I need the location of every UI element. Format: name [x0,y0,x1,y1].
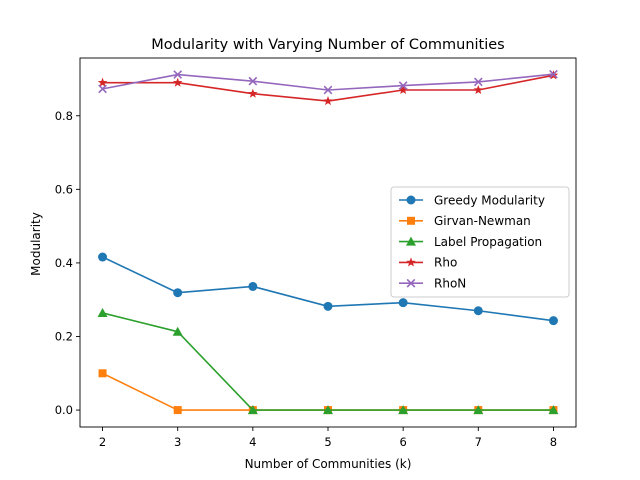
data-point-rho [398,85,408,95]
x-tick-label: 8 [550,435,557,449]
legend-label-label-propagation: Label Propagation [434,235,542,249]
data-point-rhon [98,84,107,94]
data-point-rho [248,88,258,98]
x-tick-label: 4 [249,435,256,449]
series-label-propagation [97,307,559,415]
data-point-girvan-newman [98,369,107,378]
x-axis-label: Number of Communities (k) [245,457,412,471]
data-point-label-propagation [398,405,409,415]
legend-label-rhon: RhoN [434,277,466,291]
data-point-rhon [549,69,558,79]
data-point-label-propagation [473,405,484,415]
legend-marker-girvan-newman [407,216,415,225]
legend-marker-greedy-modularity [406,195,416,205]
series-greedy-modularity [98,252,558,326]
legend-marker-rho [406,257,416,267]
data-point-rhon [398,81,408,90]
data-point-label-propagation [323,405,333,415]
data-point-rhon [473,77,483,87]
data-point-label-propagation [97,307,108,317]
x-tick-label: 6 [399,435,406,449]
legend-marker-label-propagation [406,236,416,246]
x-tick-label: 5 [324,435,331,449]
x-tick-label: 7 [475,435,482,449]
legend-box [390,186,570,298]
legend: Greedy Modularity Girvan-Newman Label Prop… [390,186,570,298]
legend-label-rho: Rho [434,256,457,270]
data-point-label-propagation [172,326,183,336]
x-tick-label: 3 [174,435,181,449]
chart-title: Modularity with Varying Number of Commun… [151,37,504,53]
data-point-label-propagation [247,405,258,415]
data-point-greedy-modularity [548,316,558,326]
series-group [97,69,559,415]
legend-label-girvan-newman: Girvan-Newman [434,214,531,228]
data-point-greedy-modularity [173,288,183,298]
data-point-rho [172,77,183,87]
data-point-greedy-modularity [398,298,408,308]
y-tick-label: 0.2 [55,329,73,343]
data-point-greedy-modularity [248,281,258,291]
y-tick-label: 0.4 [55,256,73,270]
data-point-girvan-newman [173,406,182,415]
data-point-rhon [173,70,183,79]
series-rhon [98,69,558,95]
data-point-rhon [248,76,258,86]
axes: 2 3 4 5 6 7 8 0.0 0.2 0.4 0.6 0.8 [55,57,577,449]
y-tick-label: 0.6 [55,182,73,196]
legend-label-greedy-modularity: Greedy Modularity [434,193,545,207]
data-point-rhon [323,85,333,95]
data-point-rho [97,77,108,87]
data-point-greedy-modularity [323,301,333,311]
data-point-greedy-modularity [473,306,483,316]
x-tick-label: 2 [99,435,106,449]
y-axis-label: Modularity [29,212,43,276]
y-tick-label: 0.0 [55,403,73,417]
data-point-label-propagation [548,405,559,415]
legend-marker-rhon [406,278,416,288]
data-point-rho [323,96,333,106]
data-point-rho [473,85,484,95]
data-point-greedy-modularity [98,252,108,262]
y-tick-label: 0.8 [55,109,73,123]
